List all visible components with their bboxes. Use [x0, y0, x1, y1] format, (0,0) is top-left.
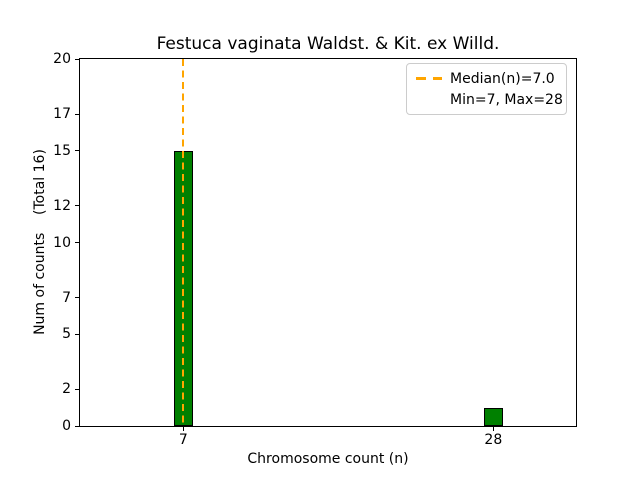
legend-handle-spacer — [416, 98, 442, 101]
y-tick-mark — [75, 58, 79, 60]
y-tick-label: 10 — [53, 234, 71, 251]
y-tick-label: 5 — [62, 326, 71, 343]
y-tick-label: 2 — [62, 381, 71, 398]
y-tick-mark — [75, 113, 79, 115]
x-tick-mark — [492, 426, 494, 431]
y-tick-label: 12 — [53, 197, 71, 214]
y-tick-label: 17 — [53, 106, 71, 123]
legend-label: Median(n)=7.0 — [450, 70, 555, 87]
y-tick-mark — [75, 150, 79, 152]
y-tick-label: 0 — [62, 418, 71, 434]
legend-label: Min=7, Max=28 — [450, 91, 563, 108]
legend: Median(n)=7.0 Min=7, Max=28 — [406, 63, 567, 115]
legend-entry-minmax: Min=7, Max=28 — [416, 89, 563, 110]
chart-title: Festuca vaginata Waldst. & Kit. ex Willd… — [156, 34, 500, 54]
y-tick-label: 20 — [53, 51, 71, 67]
legend-entry-median: Median(n)=7.0 — [416, 68, 558, 89]
y-tick-mark — [75, 425, 79, 427]
y-tick-mark — [75, 297, 79, 299]
x-tick-label: 7 — [178, 432, 188, 448]
y-axis-label: Num of counts (Total 16) — [32, 149, 48, 335]
y-tick-label: 15 — [53, 142, 71, 159]
median-line — [182, 59, 185, 426]
x-axis-label: Chromosome count (n) — [247, 451, 409, 467]
y-tick-label: 7 — [62, 289, 71, 306]
median-dashed-line-swatch — [416, 77, 442, 80]
x-tick-mark — [182, 426, 184, 431]
y-tick-mark — [75, 205, 79, 207]
y-tick-mark — [75, 388, 79, 390]
bar — [483, 407, 503, 426]
y-tick-mark — [75, 242, 79, 243]
y-tick-mark — [75, 333, 79, 335]
plot-area: 0 2 5 7 10 12 15 17 20 7 28 — [53, 52, 577, 447]
x-tick-label: 28 — [484, 432, 503, 448]
